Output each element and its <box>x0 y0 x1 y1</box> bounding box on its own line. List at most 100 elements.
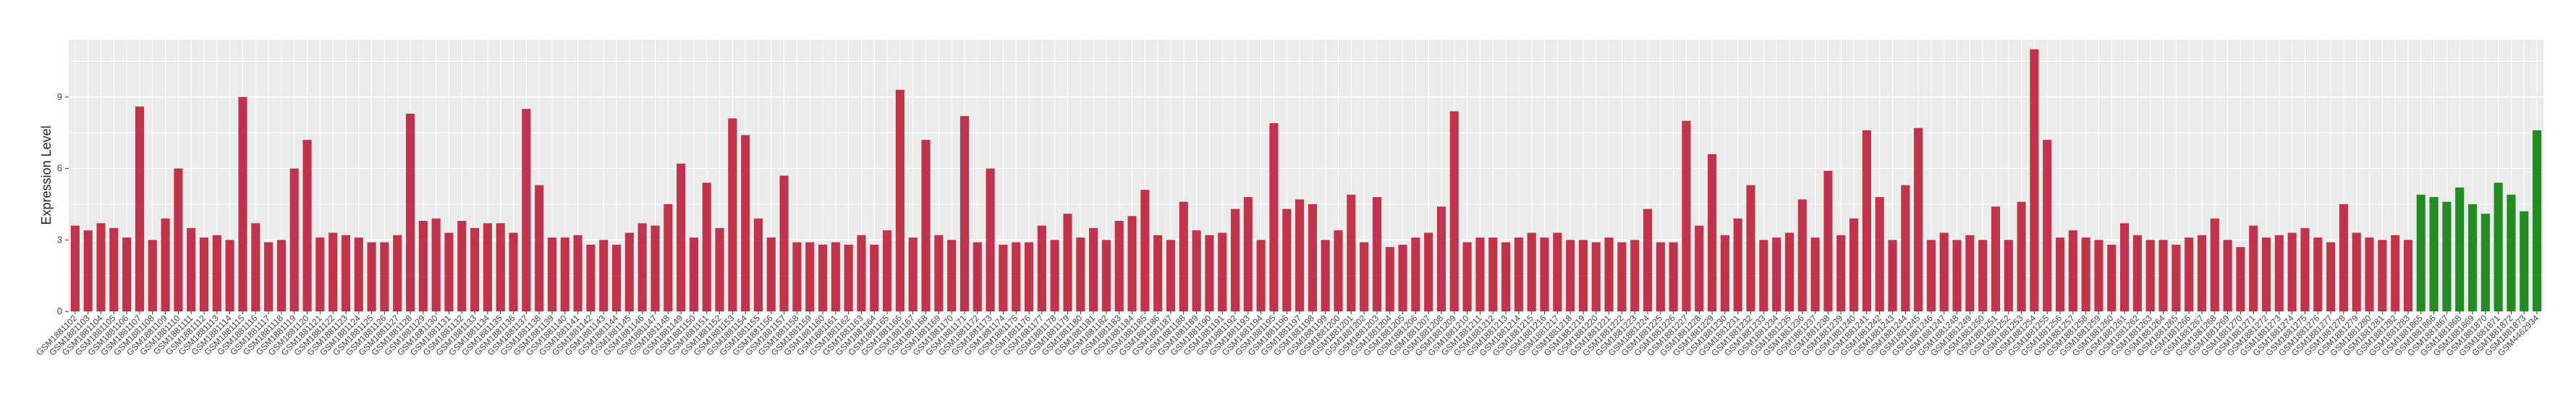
bar-GSM1881124 <box>354 238 363 311</box>
bar-GSM1881866 <box>2429 197 2439 311</box>
bar-GSM1881199 <box>1321 240 1330 311</box>
bar-GSM1881232 <box>1746 185 1755 311</box>
bar-GSM1881234 <box>1772 238 1781 311</box>
bar-GSM1881247 <box>1939 232 1949 311</box>
bar-GSM1881149 <box>677 164 686 311</box>
bar-GSM1881187 <box>1166 240 1176 311</box>
bar-GSM1881137 <box>522 109 531 312</box>
bar-GSM1881867 <box>2442 201 2452 311</box>
bar-GSM1881209 <box>1449 111 1459 311</box>
bar-GSM1881201 <box>1347 194 1356 311</box>
bar-GSM1881182 <box>1101 240 1111 311</box>
bar-GSM1881159 <box>805 242 815 311</box>
bar-GSM1881265 <box>2172 244 2181 311</box>
bar-GSM1881276 <box>2313 238 2323 311</box>
bar-GSM1881196 <box>1282 209 1292 311</box>
bar-GSM1881224 <box>1643 209 1653 311</box>
bar-GSM1881135 <box>496 223 505 311</box>
bar-GSM1881134 <box>483 223 492 311</box>
bar-GSM1881872 <box>2507 194 2516 311</box>
bar-GSM1881236 <box>1797 199 1807 311</box>
bar-GSM1881129 <box>418 221 428 311</box>
bar-GSM1881264 <box>2158 240 2168 311</box>
bar-GSM1881230 <box>1720 235 1729 311</box>
bar-GSM1881207 <box>1424 232 1433 311</box>
bar-GSM1881869 <box>2467 203 2478 311</box>
bar-GSM1881270 <box>2236 247 2245 311</box>
bar-GSM1881227 <box>1682 120 1691 311</box>
bar-GSM1881183 <box>1114 221 1124 311</box>
bar-GSM1881213 <box>1501 242 1511 311</box>
y-tick-label: 0 <box>57 306 62 316</box>
bar-GSM1881119 <box>289 168 299 311</box>
bar-GSM1881123 <box>341 235 351 311</box>
bar-GSM1881871 <box>2494 182 2503 311</box>
bar-GSM1881271 <box>2249 225 2258 311</box>
bar-GSM1881211 <box>1475 238 1485 311</box>
bar-GSM1881185 <box>1140 190 1150 311</box>
bar-GSM1881157 <box>779 175 789 311</box>
bar-GSM1881136 <box>509 232 518 311</box>
bar-GSM1881168 <box>921 140 931 311</box>
bar-GSM1881178 <box>1050 240 1059 311</box>
bar-GSM1881141 <box>573 235 582 311</box>
bar-GSM1881238 <box>1823 170 1833 311</box>
bar-GSM1881102 <box>70 225 80 311</box>
bar-GSM1881156 <box>766 238 776 311</box>
bar-GSM1881205 <box>1398 244 1407 311</box>
bar-GSM1881244 <box>1901 185 1910 311</box>
bar-GSM1881174 <box>999 244 1008 311</box>
bar-GSM1881193 <box>1243 197 1253 311</box>
bar-GSM1881251 <box>1991 206 2001 311</box>
bar-GSM1881266 <box>2185 238 2194 311</box>
bar-GSM1881267 <box>2197 235 2207 311</box>
bar-GSM1881184 <box>1127 216 1137 311</box>
bar-GSM1881218 <box>1566 240 1575 311</box>
bar-GSM1881873 <box>2520 211 2529 311</box>
bar-GSM1881239 <box>1836 235 1846 311</box>
bar-GSM1881216 <box>1540 238 1549 311</box>
bar-GSM1881212 <box>1488 238 1498 311</box>
bar-GSM1881204 <box>1385 247 1394 311</box>
bar-GSM1881870 <box>2480 214 2490 311</box>
bar-GSM1881256 <box>2055 238 2065 311</box>
bar-GSM1881172 <box>973 242 982 311</box>
bar-GSM1881150 <box>689 238 698 311</box>
bar-GSM1881254 <box>2030 49 2039 311</box>
bar-GSM1881133 <box>470 227 480 311</box>
bar-GSM1881273 <box>2274 235 2284 311</box>
bar-GSM1881173 <box>986 168 995 311</box>
bar-GSM1881228 <box>1695 225 1704 311</box>
bar-GSM1881167 <box>908 238 918 311</box>
bar-GSM1881128 <box>405 113 415 311</box>
bar-GSM1881189 <box>1192 230 1201 311</box>
bar-GSM1881235 <box>1784 232 1795 311</box>
bar-GSM1881186 <box>1153 235 1163 311</box>
bar-GSM1881170 <box>947 240 957 311</box>
bar-GSM1881260 <box>2107 244 2117 311</box>
bar-GSM1881122 <box>329 232 338 311</box>
bar-GSM1881225 <box>1656 242 1665 311</box>
bar-GSM1881192 <box>1230 209 1240 311</box>
bar-GSM1881152 <box>715 227 724 311</box>
bar-GSM1881274 <box>2287 232 2297 311</box>
bar-GSM1881245 <box>1914 127 1923 311</box>
bar-GSM1881219 <box>1578 240 1588 311</box>
bar-GSM1881261 <box>2120 223 2130 311</box>
bar-GSM1881108 <box>148 240 157 311</box>
bar-GSM1881109 <box>161 218 170 311</box>
bar-GSM1881231 <box>1733 218 1742 311</box>
bar-GSM1881138 <box>535 185 544 311</box>
bar-GSM1881220 <box>1591 242 1601 311</box>
bar-GSM1881242 <box>1875 197 1884 311</box>
bar-GSM1881281 <box>2378 240 2387 311</box>
bar-GSM1881268 <box>2210 218 2219 311</box>
bar-GSM1881130 <box>431 218 441 311</box>
bar-GSM1881144 <box>611 244 622 311</box>
bar-GSM1881162 <box>844 244 853 311</box>
bar-GSM1881200 <box>1334 230 1343 311</box>
bar-GSM1881191 <box>1218 232 1227 311</box>
bar-GSM1881145 <box>624 232 634 311</box>
bar-GSM1881194 <box>1256 240 1266 311</box>
y-tick-label: 9 <box>57 91 62 102</box>
